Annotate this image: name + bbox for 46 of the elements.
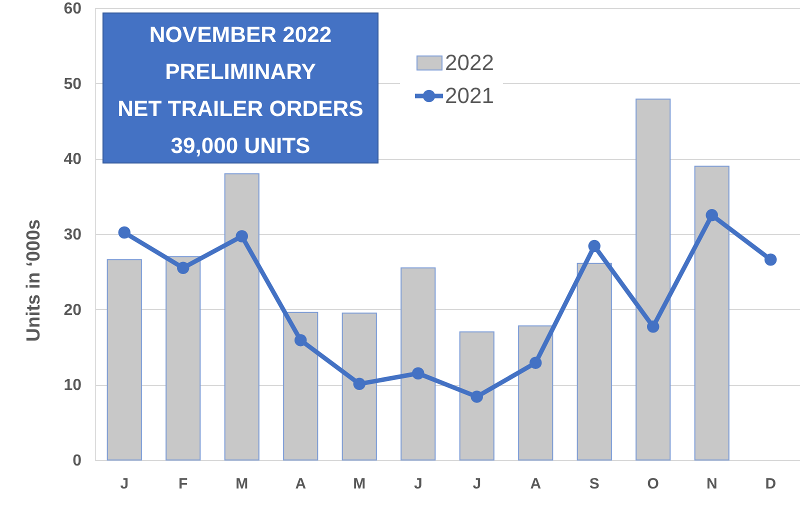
point <box>353 378 366 390</box>
point <box>236 230 248 242</box>
x-tick-label: A <box>530 476 542 492</box>
bar <box>636 98 671 460</box>
bar <box>459 331 494 460</box>
x-tick-label: M <box>236 476 248 492</box>
x-tick-label: O <box>647 476 660 492</box>
point <box>412 367 424 380</box>
bar <box>342 312 377 460</box>
bar <box>224 173 260 460</box>
bar <box>166 256 201 460</box>
x-tick-label: J <box>414 476 422 492</box>
x-tick-label: J <box>472 476 482 492</box>
point <box>177 262 190 274</box>
bar <box>576 262 612 460</box>
legend-label: 2021 <box>445 83 494 108</box>
y-tick-label: 30 <box>64 226 82 244</box>
y-tick-label: 50 <box>64 76 82 93</box>
bar <box>400 267 436 460</box>
bar <box>694 166 730 460</box>
point <box>470 390 483 403</box>
point <box>530 356 542 369</box>
legend-label: 2022 <box>445 50 494 75</box>
x-tick-label: S <box>589 476 600 492</box>
point <box>647 320 660 333</box>
x-tick-label: J <box>120 476 129 492</box>
x-tick-label: A <box>295 476 306 492</box>
text: NOVEMBER 2022 PRELIMINARY NET TRAILER ORDERS 39,000 UNITS <box>118 22 364 158</box>
x-tick-label: D <box>765 476 776 492</box>
point <box>764 254 777 266</box>
y-axis-title: Units in ‘000s <box>24 219 45 342</box>
x-tick-label: F <box>178 476 188 492</box>
point <box>118 226 130 239</box>
y-tick-label: 60 <box>64 0 82 18</box>
bar <box>283 312 318 460</box>
y-tick-label: 0 <box>72 452 82 470</box>
y-tick-label: 20 <box>64 302 82 319</box>
bar <box>518 325 554 460</box>
point <box>294 334 307 346</box>
y-tick-label: 10 <box>64 377 82 394</box>
bar <box>106 259 142 460</box>
point <box>706 209 718 222</box>
point <box>588 240 600 252</box>
x-tick-label: M <box>353 476 366 492</box>
x-tick-label: N <box>706 476 718 492</box>
y-tick-label: 40 <box>64 151 82 168</box>
